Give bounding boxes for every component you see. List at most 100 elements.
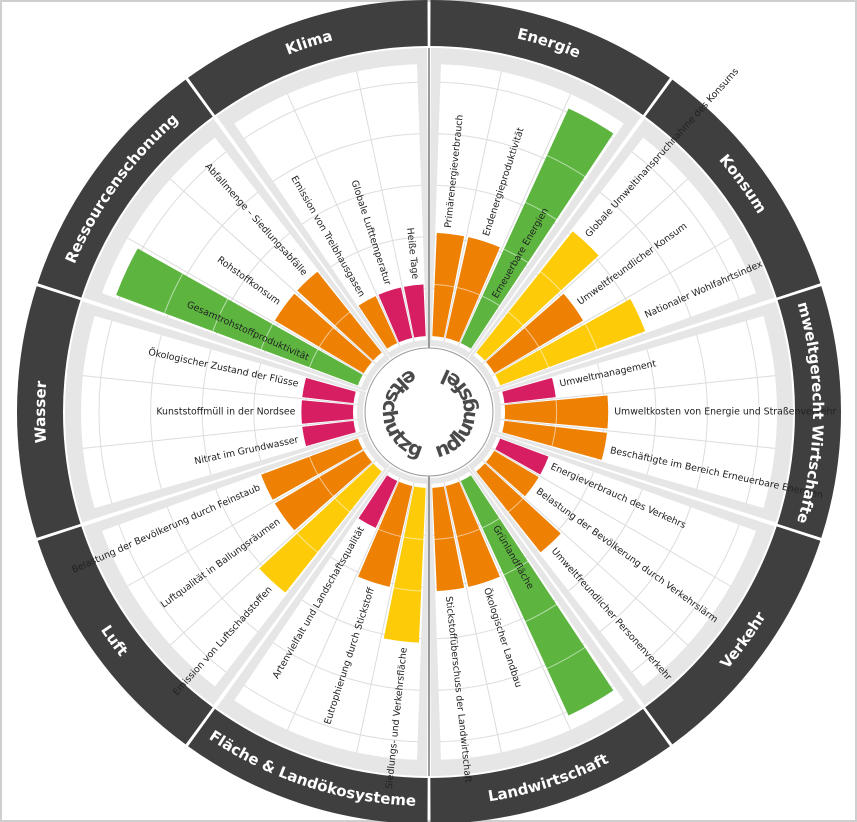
grid-arc xyxy=(696,335,708,489)
grid-spoke xyxy=(482,178,688,365)
grid-arc xyxy=(272,642,420,691)
bar-level-line xyxy=(434,284,455,288)
grid-spoke xyxy=(457,477,572,731)
bar-8-1 xyxy=(302,420,356,447)
bar-level-line xyxy=(540,271,562,291)
bar-level-line xyxy=(503,248,529,263)
grid-spoke xyxy=(491,237,731,377)
bar-level-line xyxy=(393,587,422,592)
bar-level-line xyxy=(555,400,558,424)
grid-spoke xyxy=(170,178,376,365)
indicator-label: Kunststoffmüll in der Nordsee xyxy=(156,407,295,418)
grid-spoke xyxy=(491,447,731,587)
grid-arc xyxy=(253,363,262,461)
sector-band-9 xyxy=(37,79,213,298)
bar-8-2 xyxy=(301,400,354,424)
sector-panel-10 xyxy=(234,64,427,353)
bar-9-3 xyxy=(297,271,382,361)
sector-panel-8 xyxy=(80,315,360,509)
bar-1-2 xyxy=(445,237,500,343)
bar-2-1 xyxy=(476,231,599,361)
bar-level-line xyxy=(334,498,350,513)
bar-level-line xyxy=(503,561,529,576)
grid-spoke xyxy=(356,482,415,753)
bar-6-2 xyxy=(358,481,413,587)
bar-level-line xyxy=(378,528,402,537)
grid-spoke xyxy=(457,93,572,347)
bar-1-1 xyxy=(432,232,465,338)
grid-spoke xyxy=(443,482,502,753)
indicator-label: Umweltkosten von Energie und Straßenverk… xyxy=(614,407,836,418)
bar-level-line xyxy=(260,324,274,350)
bar-level-line xyxy=(584,324,598,350)
bar-2-3 xyxy=(495,299,646,386)
grid-arc xyxy=(244,685,418,743)
bar-4-1 xyxy=(495,438,549,475)
bar-level-line xyxy=(482,517,500,529)
bar-7-3 xyxy=(261,438,363,500)
sector-panel-3 xyxy=(498,315,777,509)
grid-arc xyxy=(272,133,420,182)
sector-panel-4 xyxy=(473,436,757,687)
bar-level-line xyxy=(525,201,557,220)
bar-4-3 xyxy=(476,463,561,553)
grid-arc xyxy=(301,184,422,225)
bar-level-line xyxy=(434,536,455,540)
bar-8-3 xyxy=(302,377,356,404)
bar-5-3 xyxy=(432,486,465,592)
bar-level-line xyxy=(456,287,480,296)
grid-arc xyxy=(150,335,162,489)
grid-arc xyxy=(568,489,643,592)
grid-spoke xyxy=(482,459,688,646)
bar-5-2 xyxy=(445,481,500,587)
bar-level-line xyxy=(164,273,184,314)
grid-spoke xyxy=(127,237,367,377)
bar-level-line xyxy=(318,327,334,348)
sector-band-6 xyxy=(188,708,428,822)
grid-spoke xyxy=(356,71,415,342)
sector-band-5 xyxy=(430,708,670,822)
bar-level-line xyxy=(539,349,549,368)
sector-band-10 xyxy=(188,0,428,116)
grid-arc xyxy=(646,349,657,475)
grid-spoke xyxy=(500,375,776,405)
sector-band-4 xyxy=(645,526,821,745)
bar-7-1 xyxy=(259,463,382,593)
grid-arc xyxy=(201,349,212,475)
sector-ring xyxy=(16,0,841,822)
sector-band-7 xyxy=(37,526,213,745)
grid-spoke xyxy=(82,375,358,405)
bar-5-1 xyxy=(460,475,614,716)
grid-spoke xyxy=(127,447,367,587)
bar-7-2 xyxy=(274,450,372,531)
bar-level-line xyxy=(508,311,524,326)
bar-level-line xyxy=(508,498,524,513)
bar-1-3 xyxy=(460,108,614,349)
bar-level-line xyxy=(212,298,229,332)
bar-level-line xyxy=(546,647,586,670)
grid-spoke xyxy=(286,93,401,347)
bar-10-2 xyxy=(378,287,413,343)
bar-level-line xyxy=(525,604,557,623)
grid-spoke xyxy=(500,419,776,449)
bar-level-line xyxy=(524,327,540,348)
grid-arc xyxy=(98,320,113,504)
grid-arc xyxy=(631,524,740,673)
grid-spoke xyxy=(443,71,502,342)
bar-10-3 xyxy=(403,284,426,338)
bar-6-3 xyxy=(358,475,398,528)
bar-level-line xyxy=(334,311,350,326)
bar-level-line xyxy=(403,536,424,540)
bar-2-2 xyxy=(486,293,584,374)
bar-6-1 xyxy=(383,486,426,643)
sector-label: Wasser xyxy=(31,380,50,444)
grid-spoke xyxy=(82,419,358,449)
bar-9-2 xyxy=(274,293,372,374)
indicator-label: Heiße Tage xyxy=(404,227,420,280)
bar-3-1 xyxy=(502,377,556,404)
bar-level-line xyxy=(309,349,319,368)
bar-level-line xyxy=(296,533,318,553)
bar-level-line xyxy=(546,154,586,177)
